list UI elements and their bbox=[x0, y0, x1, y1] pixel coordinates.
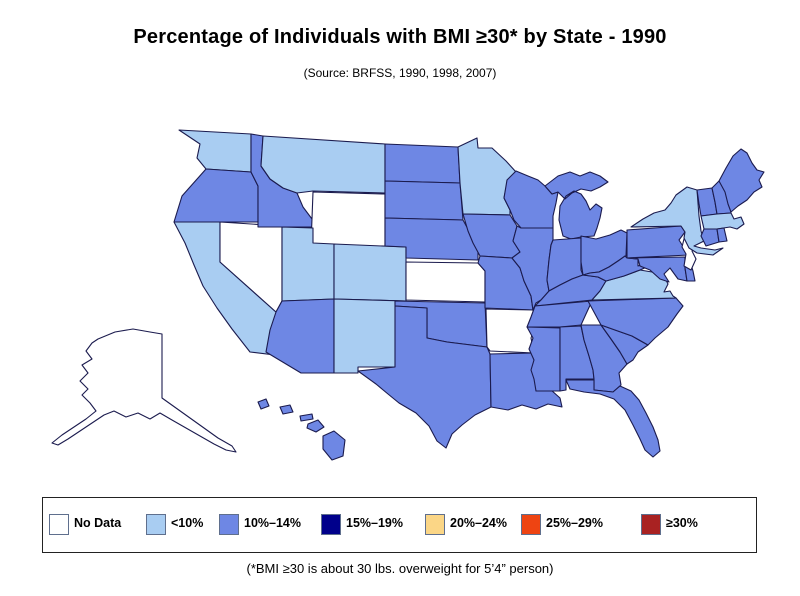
state-MT bbox=[260, 135, 386, 194]
legend-label: 20%–24% bbox=[450, 516, 507, 530]
legend-swatch bbox=[146, 514, 166, 535]
legend-label: 15%–19% bbox=[346, 516, 403, 530]
state-RI bbox=[716, 227, 728, 243]
state-TX bbox=[357, 305, 492, 449]
state-PA bbox=[626, 225, 690, 259]
legend-swatch bbox=[219, 514, 239, 535]
aleutian-islands-outline bbox=[32, 447, 94, 461]
legend-label: ≥30% bbox=[666, 516, 698, 530]
legend-swatch bbox=[49, 514, 69, 535]
state-ME bbox=[718, 148, 765, 213]
state-CT bbox=[700, 228, 720, 247]
state-OR bbox=[173, 168, 259, 223]
state-NC bbox=[587, 297, 684, 346]
state-FL bbox=[565, 379, 661, 458]
legend-label: 25%–29% bbox=[546, 516, 603, 530]
state-MI bbox=[544, 171, 609, 240]
state-WY bbox=[310, 191, 386, 248]
state-MA bbox=[700, 212, 745, 230]
legend-swatch bbox=[641, 514, 661, 535]
state-shapes bbox=[32, 129, 765, 461]
state-CO bbox=[333, 243, 407, 302]
state-SD bbox=[384, 180, 464, 221]
footnote: (*BMI ≥30 is about 30 lbs. overweight fo… bbox=[246, 561, 554, 576]
legend-label: 10%–14% bbox=[244, 516, 301, 530]
state-WI bbox=[503, 170, 559, 229]
legend: No Data <10% 10%–14% 15%–19% 20%–24% 25%–29% ≥… bbox=[42, 497, 757, 553]
state-WA bbox=[178, 129, 252, 173]
state-AR bbox=[485, 308, 537, 354]
legend-swatch bbox=[425, 514, 445, 535]
legend-swatch bbox=[321, 514, 341, 535]
legend-swatch bbox=[521, 514, 541, 535]
legend-label: No Data bbox=[74, 516, 122, 530]
legend-label: <10% bbox=[171, 516, 204, 530]
state-NE bbox=[384, 217, 479, 261]
state-HI bbox=[257, 398, 346, 461]
state-AK bbox=[51, 328, 237, 453]
state-NY bbox=[630, 186, 724, 256]
page-title: Percentage of Individuals with BMI ≥30* … bbox=[133, 26, 667, 48]
state-ND bbox=[384, 143, 461, 184]
source-subtitle: (Source: BRFSS, 1990, 1998, 2007) bbox=[303, 66, 497, 80]
state-KS bbox=[405, 261, 486, 303]
